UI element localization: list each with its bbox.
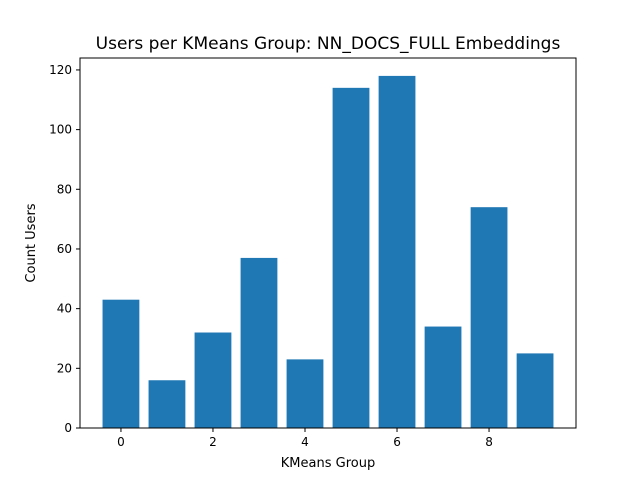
y-axis-label: Count Users [24, 203, 39, 282]
bar-group-6 [378, 75, 416, 428]
x-tick-label: 6 [393, 435, 401, 449]
x-tick-label: 4 [301, 435, 309, 449]
bar-group-9 [516, 353, 554, 428]
bar-group-5 [332, 87, 370, 428]
bar-group-3 [240, 257, 278, 428]
bar-group-0 [102, 299, 140, 428]
bars [102, 75, 554, 428]
y-tick-label: 80 [57, 182, 72, 196]
plot-frame [79, 57, 577, 429]
y-tick-label: 40 [57, 302, 72, 316]
x-tick-label: 2 [209, 435, 217, 449]
y-tick-label: 120 [49, 63, 72, 77]
bar-group-4 [286, 359, 324, 428]
x-axis-label: KMeans Group [281, 456, 375, 471]
bar-group-7 [424, 326, 462, 428]
y-tick-label: 100 [49, 123, 72, 137]
y-tick-label: 60 [57, 242, 72, 256]
bar-group-2 [194, 332, 232, 428]
y-tick-label: 0 [64, 421, 72, 435]
x-axis-ticks: 0 2 4 6 8 [117, 428, 493, 449]
y-tick-label: 20 [57, 361, 72, 375]
x-tick-label: 0 [117, 435, 125, 449]
bar-group-8 [470, 207, 508, 428]
chart-title: Users per KMeans Group: NN_DOCS_FULL Emb… [96, 34, 561, 54]
x-tick-label: 8 [485, 435, 493, 449]
y-axis-ticks: 0 20 40 60 80 100 120 [49, 63, 80, 435]
bar-group-1 [148, 380, 186, 428]
